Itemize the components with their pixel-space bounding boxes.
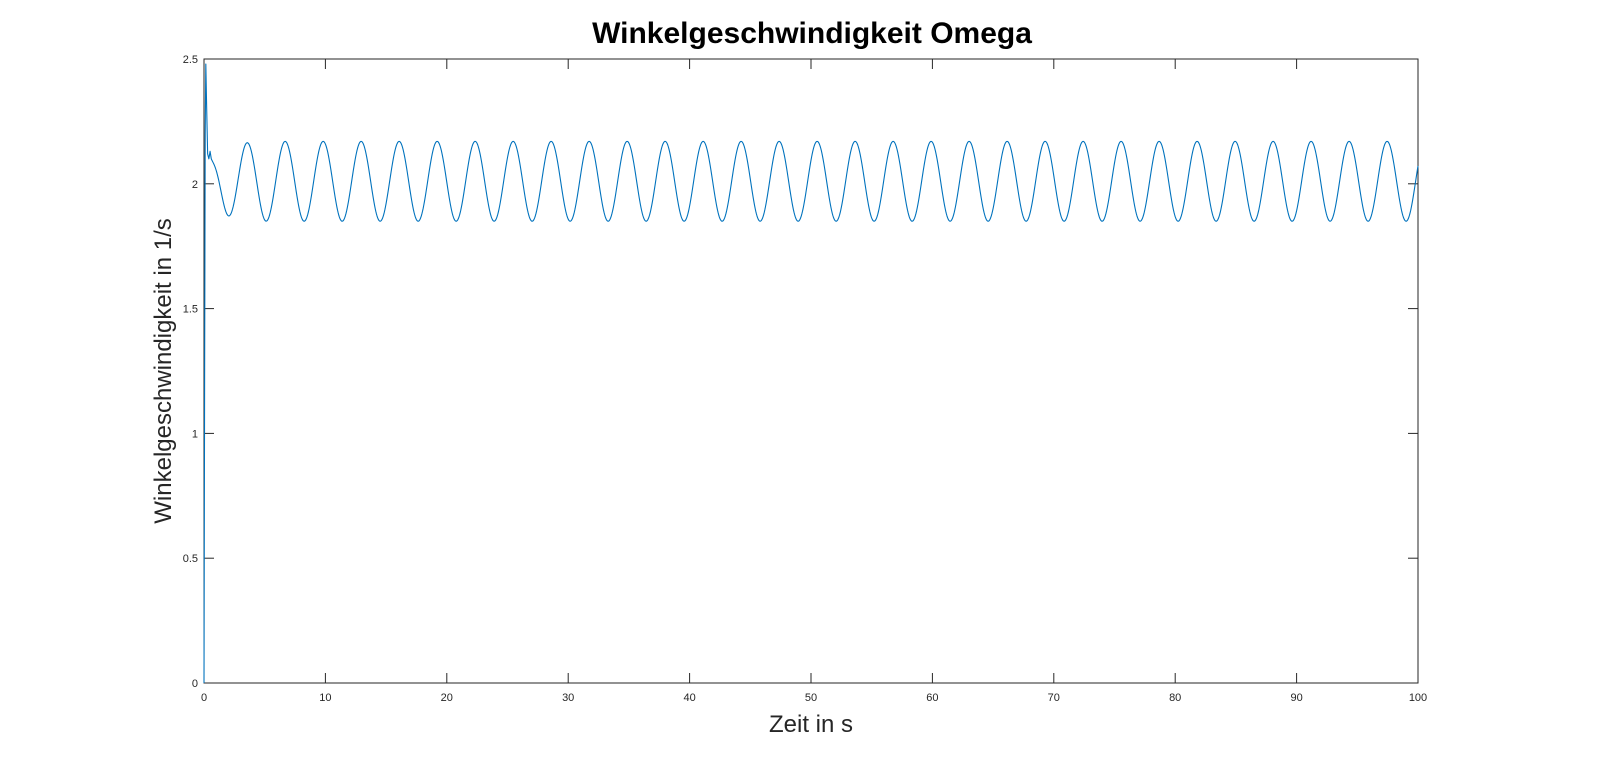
chart-title: Winkelgeschwindigkeit Omega: [592, 17, 1032, 50]
plot-area: [203, 58, 1419, 684]
x-tick-label: 80: [1169, 692, 1181, 704]
x-tick-label: 60: [926, 692, 938, 704]
y-tick-label: 1: [192, 428, 198, 440]
axis-ticks: [203, 58, 1419, 684]
y-tick-label: 0.5: [183, 553, 198, 565]
x-tick-label: 100: [1409, 692, 1427, 704]
y-tick-label: 1.5: [183, 304, 198, 316]
y-tick-label: 0: [192, 678, 198, 690]
x-tick-label: 70: [1048, 692, 1060, 704]
y-axis-label: Winkelgeschwindigkeit in 1/s: [150, 218, 177, 523]
x-tick-label: 30: [562, 692, 574, 704]
y-tick-label: 2.5: [183, 54, 198, 66]
x-tick-label: 40: [683, 692, 695, 704]
y-tick-label: 2: [192, 179, 198, 191]
x-tick-label: 50: [805, 692, 817, 704]
x-tick-label: 10: [319, 692, 331, 704]
x-axis-label: Zeit in s: [769, 711, 853, 738]
x-tick-label: 0: [201, 692, 207, 704]
x-tick-label: 90: [1290, 692, 1302, 704]
axis-tick-labels: 0 10 20 30 40 50 60 70 80 90 100 0 0.5 1 1.5 2 2.5: [183, 54, 1427, 704]
series-line-omega: [203, 63, 1419, 684]
x-tick-label: 20: [441, 692, 453, 704]
